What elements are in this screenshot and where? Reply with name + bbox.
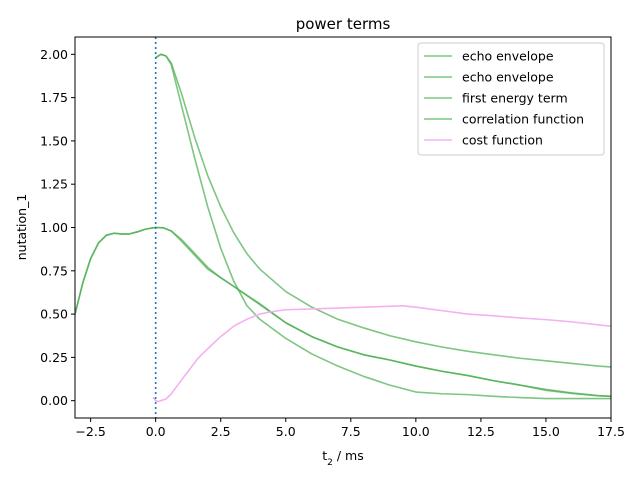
- x-tick-label: 10.0: [402, 424, 430, 439]
- series-line-2: [155, 53, 611, 368]
- series-line-4: [152, 304, 611, 403]
- y-tick-label: 0.25: [40, 350, 68, 365]
- x-tick-label: 0.0: [146, 424, 166, 439]
- x-axis-label: t2 / ms: [322, 448, 364, 468]
- y-tick-label: 1.00: [40, 220, 68, 235]
- x-tick-label: 2.5: [211, 424, 231, 439]
- series-line-1: [155, 53, 611, 400]
- y-axis-label: nutation_1: [14, 194, 29, 261]
- x-tick-label: 12.5: [467, 424, 495, 439]
- y-tick-label: 1.25: [40, 177, 68, 192]
- x-axis-label-subscript: 2: [327, 458, 333, 468]
- x-tick-label: 15.0: [532, 424, 560, 439]
- series-line-3: [75, 226, 611, 398]
- plot-area: [75, 37, 611, 418]
- y-tick-label: 0.50: [40, 307, 68, 322]
- legend: echo envelope echo envelope first energy t…: [417, 42, 605, 156]
- y-axis-ticks: 0.00 0.25 0.50 0.75 1.00 1.25 1.50 1.75 2.00: [40, 47, 75, 408]
- legend-entry-label: first energy term: [462, 91, 568, 106]
- y-tick-label: 1.75: [40, 90, 68, 105]
- y-tick-label: 2.00: [40, 47, 68, 62]
- series-layer: [75, 53, 611, 403]
- x-tick-label: 5.0: [276, 424, 296, 439]
- legend-entry-label: echo envelope: [462, 49, 554, 64]
- x-tick-label: 7.5: [341, 424, 361, 439]
- chart-title: power terms: [296, 15, 391, 33]
- x-axis-label-main: t: [322, 448, 327, 463]
- x-axis-ticks: −2.5 0.0 2.5 5.0 7.5 10.0 12.5 15.0 17.5: [75, 418, 625, 439]
- y-tick-label: 0.00: [40, 393, 68, 408]
- y-tick-label: 0.75: [40, 263, 68, 278]
- legend-entry-label: cost function: [462, 133, 543, 148]
- legend-entry-label: correlation function: [462, 112, 584, 127]
- x-tick-label: −2.5: [75, 424, 105, 439]
- legend-entry-label: echo envelope: [462, 70, 554, 85]
- y-tick-label: 1.50: [40, 133, 68, 148]
- legend-frame: [417, 42, 605, 156]
- x-axis-label-unit: / ms: [333, 448, 364, 463]
- x-tick-label: 17.5: [597, 424, 625, 439]
